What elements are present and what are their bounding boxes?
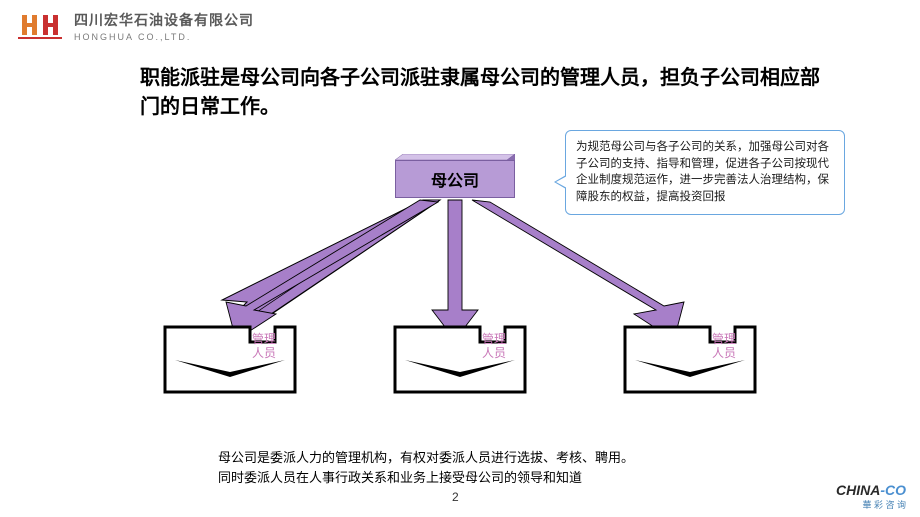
footer-text: 母公司是委派人力的管理机构，有权对委派人员进行选拔、考核、聘用。 同时委派人员在… bbox=[218, 448, 778, 487]
company-name-cn: 四川宏华石油设备有限公司 bbox=[74, 10, 254, 30]
subsidiary-node-2: 管理人员 bbox=[390, 322, 530, 402]
subsidiary-label-3: 管理人员 bbox=[712, 332, 742, 361]
footer-line-2: 同时委派人员在人事行政关系和业务上接受母公司的领导和知道 bbox=[218, 468, 778, 488]
bottom-logo-part-a: CHINA bbox=[836, 482, 880, 498]
bottom-logo-line2: 華 彩 咨 询 bbox=[836, 498, 906, 511]
company-name-block: 四川宏华石油设备有限公司 HONGHUA CO.,LTD. bbox=[74, 10, 254, 42]
company-logo-icon bbox=[18, 11, 62, 41]
header: 四川宏华石油设备有限公司 HONGHUA CO.,LTD. bbox=[0, 0, 920, 46]
footer-line-1: 母公司是委派人力的管理机构，有权对委派人员进行选拔、考核、聘用。 bbox=[218, 448, 778, 468]
subsidiary-node-1: 管理人员 bbox=[160, 322, 300, 402]
company-name-en: HONGHUA CO.,LTD. bbox=[74, 32, 254, 42]
subsidiary-label-2: 管理人员 bbox=[482, 332, 512, 361]
slide-title: 职能派驻是母公司向各子公司派驻隶属母公司的管理人员，担负子公司相应部门的日常工作… bbox=[140, 64, 830, 122]
subsidiary-label-1: 管理人员 bbox=[252, 332, 282, 361]
diagram: 母公司 为规范母公司与各子公司的关系，加强母公司对各子公司的支持、指导和管理，促… bbox=[0, 122, 920, 422]
bottom-right-logo: CHINA-CO 華 彩 咨 询 bbox=[836, 482, 906, 511]
page-number: 2 bbox=[452, 490, 459, 504]
bottom-logo-part-b: -CO bbox=[880, 482, 906, 498]
subsidiary-node-3: 管理人员 bbox=[620, 322, 760, 402]
bottom-logo-line1: CHINA-CO bbox=[836, 482, 906, 498]
